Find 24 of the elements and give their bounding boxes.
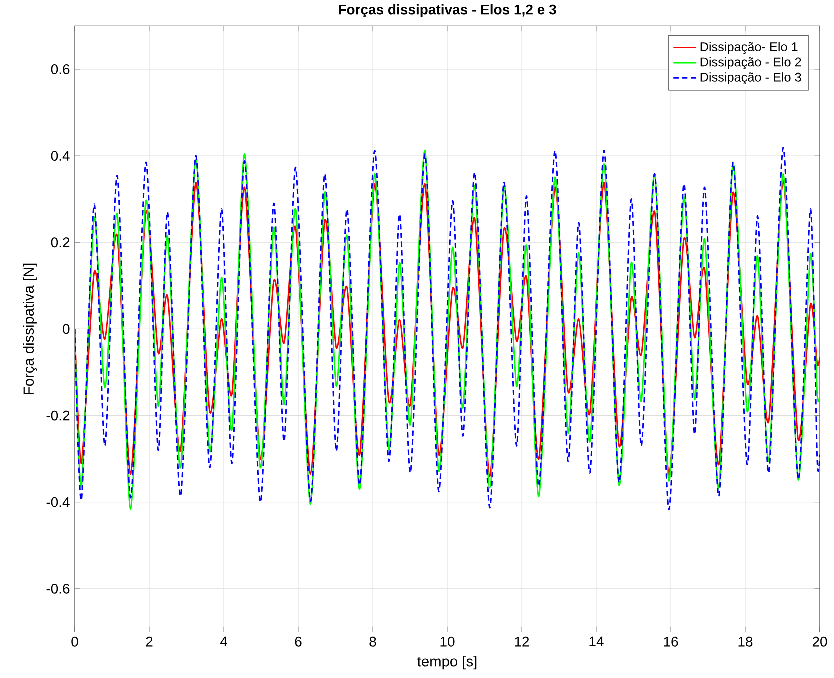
- x-axis-title: tempo [s]: [418, 656, 477, 670]
- y-tick-label: 0.4: [51, 151, 70, 161]
- y-tick-label: 0.6: [51, 64, 70, 74]
- x-tick-label: 18: [738, 636, 753, 647]
- x-tick-label: 20: [812, 636, 828, 647]
- legend-label: Dissipação- Elo 1: [700, 42, 798, 54]
- y-tick-label: -0.2: [46, 410, 70, 421]
- legend-label: Dissipação - Elo 2: [700, 57, 802, 70]
- y-axis-title: Força dissipativa [N]: [23, 264, 38, 394]
- x-tick-label: 4: [220, 636, 228, 646]
- x-tick-label: 12: [515, 636, 530, 647]
- y-tick-label: 0: [63, 324, 70, 334]
- x-tick-label: 2: [146, 636, 153, 647]
- x-tick-label: 10: [440, 636, 455, 647]
- x-tick-label: 16: [664, 636, 678, 647]
- chart-title: Forças dissipativas - Elos 1,2 e 3: [339, 4, 556, 18]
- legend-label: Dissipação - Elo 3: [700, 72, 802, 84]
- y-tick-label: -0.6: [46, 584, 70, 594]
- x-tick-label: 6: [295, 636, 302, 647]
- x-tick-label: 0: [72, 636, 78, 647]
- y-tick-label: -0.4: [46, 497, 70, 508]
- x-tick-label: 14: [590, 636, 604, 646]
- y-tick-label: 0.2: [51, 238, 70, 248]
- x-tick-label: 8: [370, 636, 376, 647]
